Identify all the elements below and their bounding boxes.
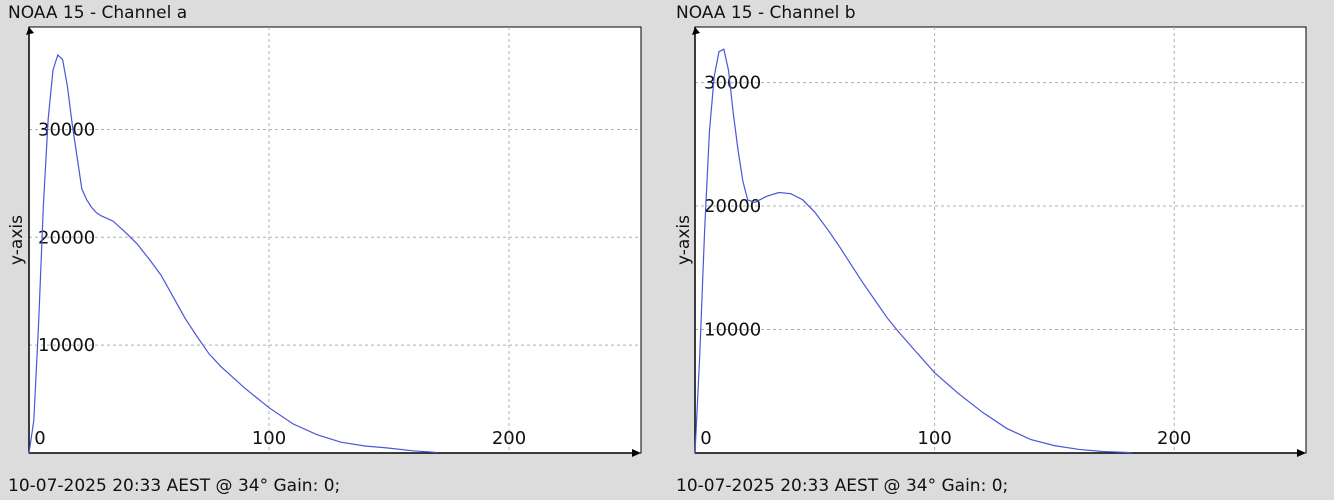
panel-b-title: NOAA 15 - Channel b <box>676 3 856 23</box>
series-line <box>694 48 1132 454</box>
y-tick-label: 20000 <box>704 196 761 217</box>
panel-a-footer: 10-07-2025 20:33 AEST @ 34° Gain: 0; <box>8 476 341 496</box>
plot-area <box>694 26 1307 454</box>
y-tick-label: 10000 <box>38 335 95 356</box>
series-line <box>28 53 438 454</box>
x-tick-label: 0 <box>34 428 45 449</box>
y-tick-label: 20000 <box>38 227 95 248</box>
plot-area <box>28 26 642 454</box>
x-tick-label: 100 <box>917 428 951 449</box>
x-axis-arrow <box>632 449 641 457</box>
y-tick-label: 10000 <box>704 320 761 341</box>
y-tick-label: 30000 <box>704 73 761 94</box>
panel-b-footer: 10-07-2025 20:33 AEST @ 34° Gain: 0; <box>676 476 1009 496</box>
x-tick-label: 100 <box>252 428 286 449</box>
y-tick-label: 30000 <box>38 119 95 140</box>
panel-a-title: NOAA 15 - Channel a <box>8 3 188 23</box>
y-axis-arrow <box>26 27 34 35</box>
x-tick-label: 0 <box>700 428 711 449</box>
x-axis-arrow <box>1297 449 1306 457</box>
x-tick-label: 200 <box>1157 428 1191 449</box>
y-axis-arrow <box>692 27 700 35</box>
chart-b: 0 100 200 10000 20000 30000 y-axis <box>674 26 1307 457</box>
chart-a: 0 100 200 10000 20000 30000 y-axis <box>7 26 642 457</box>
y-axis-label: y-axis <box>674 215 694 265</box>
x-tick-label: 200 <box>492 428 526 449</box>
y-axis-label: y-axis <box>7 215 27 265</box>
